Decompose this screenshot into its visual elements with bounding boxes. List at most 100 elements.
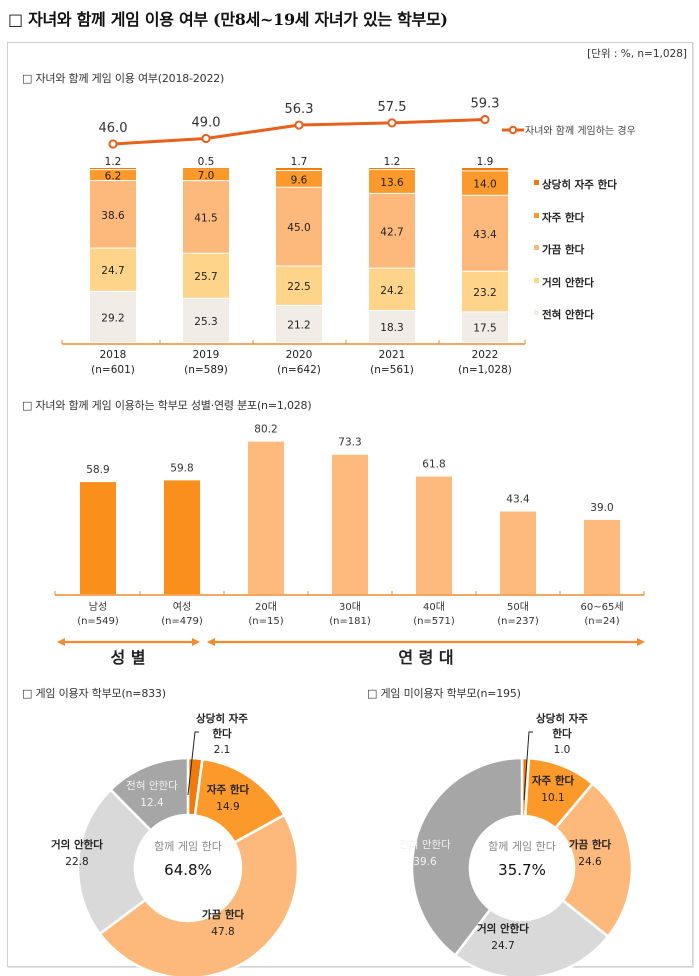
legend-swatch [534,180,539,185]
donut-slice-label: 가끔 한다 [202,908,245,921]
donut-slice-label: 가끔 한다 [569,838,612,851]
bar-value-label: 25.7 [194,271,217,283]
line-point [108,139,118,149]
legend-swatch [534,245,539,250]
x-tick-sublabel: (n=24) [584,616,619,627]
section-title-users: □ 게임 이용자 학부모(n=833) [22,687,166,700]
age-group-arrow-head-left [207,638,215,646]
x-tick-label: 20대 [255,601,277,613]
bar-segment [462,195,508,271]
bar-value-label: 14.0 [473,179,496,191]
bar-segment [369,268,415,310]
bar-value-label: 13.6 [380,177,404,189]
bar-segment [462,171,508,195]
legend-swatch [534,310,539,315]
donut-slice-value: 12.4 [140,797,164,809]
bar-segment [276,187,322,266]
line-value-label: 56.3 [285,102,314,117]
x-tick-sublabel: (n=479) [161,616,203,627]
x-tick-sublabel: (n=1,028) [458,364,512,376]
donut-slice-label: 자주 한다 [207,783,250,796]
bar-segment [462,271,508,312]
x-tick-label: 2021 [379,349,406,361]
gender-group-arrow-head-left [57,638,65,646]
x-tick-sublabel: (n=589) [184,364,228,376]
gender-group-arrow-head-right [192,638,200,646]
donut-center-value: 35.7% [498,861,546,879]
bar-value-label: 7.0 [198,170,215,182]
bar-segment [183,253,229,298]
donut-slice [98,813,300,976]
x-tick-label: 여성 [173,601,191,613]
bar-value-label: 17.5 [473,323,496,335]
bar [164,480,200,594]
donut-slice [410,756,524,958]
x-tick-sublabel: (n=181) [329,616,371,627]
donut-slice-value: 39.6 [413,856,437,868]
legend-label: 거의 안한다 [542,276,594,289]
bar-value-label: 24.2 [380,285,403,297]
bar-segment [369,170,415,193]
legend-swatch [534,278,539,283]
bar-segment [462,312,508,342]
section-title-distribution: □ 자녀와 함께 게임 이용하는 학부모 성별·연령 분포(n=1,028) [22,399,312,412]
donut-center-label: 함께 게임 한다 [488,840,556,853]
x-tick-label: 2020 [286,349,313,361]
section-title-trend: □ 자녀와 함께 게임 이용 여부(2018-2022) [22,72,225,85]
legend-label: 자주 한다 [542,211,585,224]
bar-value-label: 45.0 [287,222,310,234]
donut-slice-label: 한다 [552,727,572,740]
bar-value-label: 1.2 [105,156,122,168]
donut-slice-value: 10.1 [541,792,564,804]
x-tick-label: 50대 [507,601,529,613]
line-value-label: 46.0 [99,121,128,136]
donut-slice-label: 전혀 안한다 [126,780,178,792]
bar-value-label: 1.9 [477,156,494,168]
bar-value-label: 21.2 [287,319,310,331]
bar-value-label: 9.6 [291,174,308,186]
x-tick-sublabel: (n=601) [91,364,135,376]
bar-value-label: 58.9 [86,464,109,476]
bar-value-label: 38.6 [101,210,125,222]
bar [332,454,368,594]
donut-slice-label: 한다 [212,727,232,740]
section-title-nonusers: □ 게임 미이용자 학부모(n=195) [367,687,521,700]
legend-line-marker [508,125,518,135]
x-tick-sublabel: (n=549) [77,616,119,627]
line-point [480,114,490,125]
donut-slice-value: 47.8 [211,926,234,938]
bar-value-label: 42.7 [380,226,403,238]
bar-value-label: 61.8 [422,459,445,471]
x-tick-sublabel: (n=571) [413,616,455,627]
bar-value-label: 1.2 [384,156,401,168]
bar-segment [183,181,229,253]
donut-slice-value: 24.6 [578,856,602,868]
bar-value-label: 25.3 [194,316,217,328]
line-value-label: 59.3 [471,97,500,112]
line-point [387,118,397,128]
donut-slice-value: 22.8 [65,856,88,868]
bar-value-label: 23.2 [473,287,496,299]
donut-slice-label: 자주 한다 [532,774,575,787]
bar-value-label: 6.2 [105,171,122,183]
donut-leader-line [187,731,199,796]
line-point [294,120,304,130]
group-label-gender: 성 별 [110,648,145,667]
bar-segment [90,248,136,291]
bar-segment [462,168,508,171]
donut-leader-line [523,731,533,801]
bar [500,511,536,594]
donut-slice [553,781,634,939]
bar-value-label: 73.3 [338,437,361,449]
x-tick-sublabel: (n=642) [277,364,321,376]
x-tick-sublabel: (n=561) [370,364,414,376]
bar-segment [183,168,229,169]
bar-segment [369,310,415,342]
donut-slice [76,787,153,936]
bar-value-label: 29.2 [101,312,124,324]
bar-segment [369,193,415,268]
bar-segment [183,168,229,181]
x-tick-label: 30대 [339,601,361,613]
page-title: □ 자녀와 함께 게임 이용 여부 (만8세~19세 자녀가 있는 학부모) [8,10,448,29]
